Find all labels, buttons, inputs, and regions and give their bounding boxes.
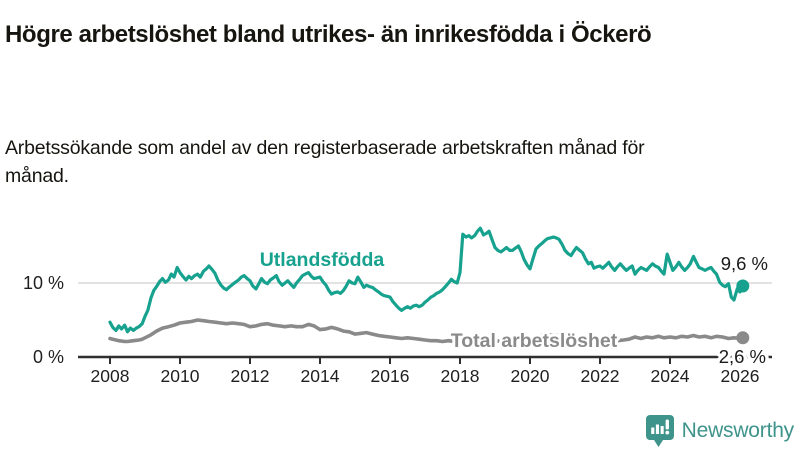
svg-text:2012: 2012 — [231, 366, 270, 386]
svg-text:2026: 2026 — [721, 366, 760, 386]
newsworthy-logo-text: Newsworthy — [681, 419, 795, 442]
foreign-born-series-label: Utlandsfödda — [260, 249, 385, 271]
svg-text:2016: 2016 — [371, 366, 410, 386]
svg-text:10 %: 10 % — [23, 273, 64, 293]
foreign-born-line — [108, 226, 745, 334]
svg-text:2008: 2008 — [91, 366, 130, 386]
x-axis-ticks — [109, 357, 741, 364]
total-unemployment-end-dot — [736, 331, 750, 345]
newsworthy-logo-icon — [645, 415, 674, 447]
axis-labels: 10 % 0 % 2008 2010 2012 2014 2016 2018 2020 2022 2… — [23, 273, 760, 386]
page-title: Högre arbetslöshet bland utrikes- än inr… — [5, 21, 652, 49]
foreign-born-end-dot — [736, 279, 750, 293]
speech-bubble-shape — [645, 415, 674, 447]
svg-text:2014: 2014 — [301, 366, 340, 386]
exclamation-glyph — [665, 419, 669, 435]
total-unemployment-line — [108, 318, 745, 344]
foreign-born-end-value: 9,6 % — [721, 253, 768, 274]
total-unemployment-end-value: 2,6 % — [719, 346, 766, 367]
total-unemployment-series-label: Total arbetslöshet — [451, 330, 618, 352]
svg-text:2010: 2010 — [161, 366, 200, 386]
svg-text:2022: 2022 — [581, 366, 620, 386]
newsworthy-logo[interactable]: Newsworthy — [645, 413, 794, 449]
svg-text:2024: 2024 — [651, 366, 690, 386]
svg-text:0 %: 0 % — [33, 347, 64, 367]
svg-text:2018: 2018 — [441, 366, 480, 386]
svg-text:2020: 2020 — [511, 366, 550, 386]
line-chart: 10 % 0 % 2008 2010 2012 2014 2016 2018 2020 2022 2… — [23, 226, 772, 386]
bar-chart-glyph — [650, 424, 664, 434]
chart-subtitle: Arbetssökande som andel av den registerb… — [5, 136, 645, 187]
